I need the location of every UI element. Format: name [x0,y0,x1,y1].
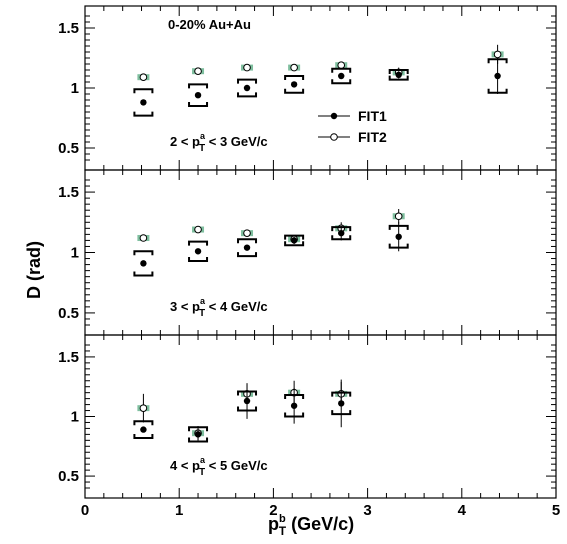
panel-label: 3 < pa T < 4 GeV/c [170,296,268,319]
fit1-point [243,84,251,92]
fit1-point [140,426,147,433]
legend-label: FIT2 [358,129,387,145]
y-axis-title: D (rad) [24,241,44,299]
legend: FIT1 FIT2 [318,108,387,145]
fit1-sys-bracket [284,75,305,94]
fit1-sys-bracket [133,420,154,439]
fit2-point [194,225,202,234]
y-tick-label: 1 [71,245,79,262]
panel-1: 0.5 1 1.5 2 < pa T < 3 GeV/c [58,5,557,171]
y-tick-label: 0.5 [58,140,79,157]
legend-marker-fit2 [330,133,338,141]
y-tick-label: 1.5 [58,349,79,366]
fit2-point [290,63,298,72]
fit1-sys-bracket [388,69,409,81]
x-tick-label: 0 [81,502,89,519]
fit1-sys-bracket [133,88,154,117]
fit2-point [243,63,251,72]
panel-3: 0.5 1 1.5 4 < pa T < 5 GeV/c [58,334,557,499]
fit1-point [243,397,251,405]
fit1-point [194,248,202,255]
fit1-sys-bracket [237,238,258,258]
panel-label: 2 < pa T < 3 GeV/c [170,131,268,154]
panel-frame [84,334,557,499]
fit1-point [338,72,345,80]
x-tick-label: 1 [175,502,183,519]
y-tick-label: 0.5 [58,468,79,485]
fit1-sys-bracket [188,426,209,443]
fit1-point [194,92,202,99]
panel-2: 0.5 1 1.5 3 < pa T < 4 GeV/c [58,169,557,336]
fit1-point [494,72,501,80]
fit2-point [139,404,148,412]
x-tick-label: 5 [552,502,560,519]
panel-frame [84,169,557,336]
x-tick-label: 2 [269,502,277,519]
y-tick-label: 1 [71,409,79,426]
fit2-point [139,234,148,242]
panel-frame [84,5,557,171]
header-annotation: 0-20% Au+Au [168,17,251,32]
legend-marker-fit1 [330,112,338,120]
fit1-point [290,402,298,409]
y-tick-label: 1 [71,80,79,97]
fit1-sys-bracket [284,234,305,247]
fit2-point [243,229,251,237]
y-tick-label: 1.5 [58,184,79,201]
fit1-point [140,260,147,267]
plot-layer: 0.5 1 1.5 2 < pa T < 3 GeV/c 0.5 1 1.5 3 < pa T <… [58,5,560,519]
fit1-point [243,244,251,251]
fit1-point [395,71,402,79]
fit1-sys-bracket [188,240,209,262]
fit2-point [493,50,502,59]
fit1-sys-bracket [237,78,258,98]
fit1-point [290,81,298,88]
fit1-point [338,229,345,237]
fit1-sys-bracket [133,250,154,277]
panel-label: 4 < pa T < 5 GeV/c [170,455,268,478]
fit2-point [139,73,148,81]
x-tick-label: 3 [363,502,371,519]
fit1-point [290,237,298,244]
legend-label: FIT1 [358,108,387,124]
fit1-point [338,400,345,407]
y-tick-label: 0.5 [58,305,79,322]
fit2-point [337,61,346,69]
fit1-sys-bracket [331,67,352,85]
x-tick-label: 4 [458,502,467,519]
fit1-point [395,233,402,240]
fit1-point [140,99,147,106]
fit1-point [194,431,202,438]
y-tick-label: 1.5 [58,20,79,37]
x-axis-title: pb T (GeV/c) [268,513,354,538]
fit1-sys-bracket [188,83,209,107]
fit2-point [394,212,403,221]
fit2-point [194,67,202,75]
